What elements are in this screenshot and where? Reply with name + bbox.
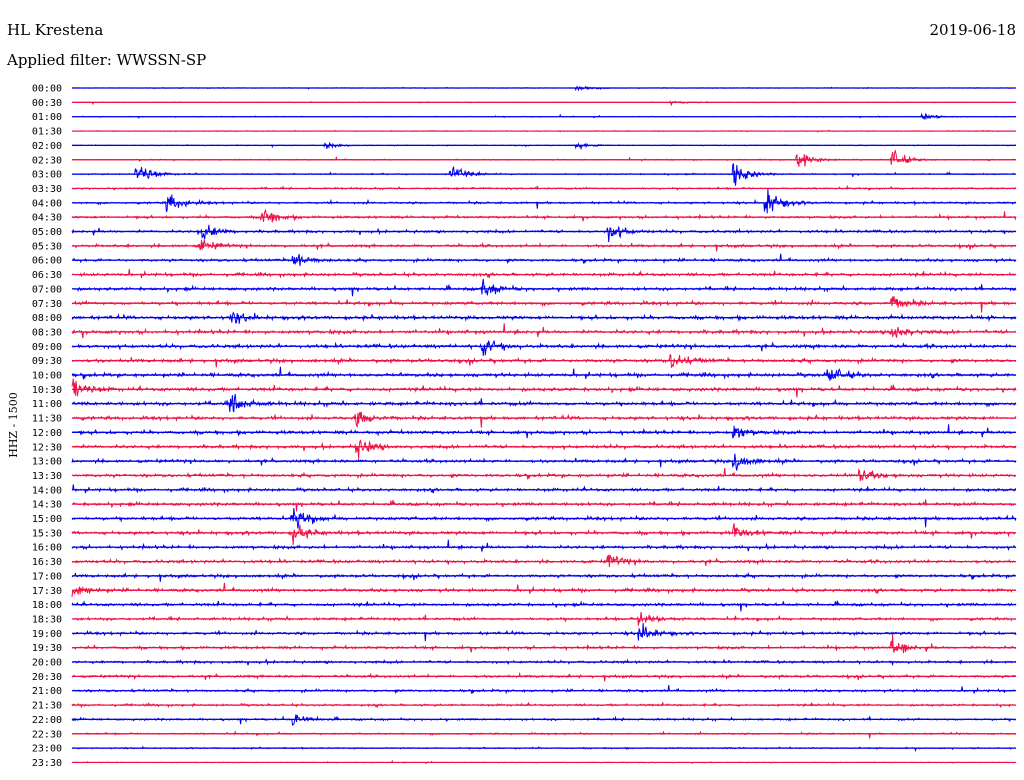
- trace-row: [71, 149, 1017, 167]
- time-tick-label: 20:00: [32, 658, 62, 669]
- time-tick-label: 05:00: [32, 227, 62, 238]
- time-tick-label: 06:30: [32, 270, 62, 281]
- time-tick-label: 22:00: [32, 715, 62, 726]
- time-tick-label: 02:30: [32, 155, 62, 166]
- trace-row: [71, 366, 1017, 381]
- trace-row: [71, 208, 1017, 223]
- time-tick-label: 23:00: [32, 744, 62, 755]
- trace-row: [71, 539, 1017, 552]
- time-tick-label: 19:00: [32, 629, 62, 640]
- trace-row: [71, 611, 1017, 626]
- trace-row: [71, 224, 1017, 243]
- trace-row: [71, 188, 1017, 214]
- time-tick-label: 12:30: [32, 442, 62, 453]
- trace-row: [71, 394, 1017, 413]
- time-tick-label: 20:30: [32, 672, 62, 683]
- time-tick-label: 18:00: [32, 600, 62, 611]
- time-tick-label: 05:30: [32, 241, 62, 252]
- trace-row: [71, 378, 1017, 398]
- time-tick-label: 08:00: [32, 313, 62, 324]
- time-tick-label: 15:30: [32, 528, 62, 539]
- trace-row: [71, 671, 1017, 682]
- seismic-traces: [71, 85, 1017, 765]
- filter-label: Applied filter: WWSSN-SP: [6, 51, 206, 69]
- trace-row: [71, 411, 1017, 429]
- time-tick-label: 11:30: [32, 414, 62, 425]
- time-tick-label: 21:00: [32, 686, 62, 697]
- trace-row: [71, 468, 1017, 482]
- trace-row: [71, 523, 1017, 545]
- trace-row: [71, 499, 1017, 512]
- time-tick-label: 14:30: [32, 500, 62, 511]
- trace-row: [71, 684, 1017, 695]
- time-tick-label: 04:00: [32, 198, 62, 209]
- trace-row: [71, 340, 1017, 356]
- time-tick-label: 23:30: [32, 758, 62, 769]
- trace-row: [71, 269, 1017, 279]
- time-tick-label: 04:30: [32, 213, 62, 224]
- time-tick-label: 01:30: [32, 127, 62, 138]
- time-tick-label: 16:00: [32, 543, 62, 554]
- time-tick-label: 09:00: [32, 342, 62, 353]
- time-tick-label: 03:00: [32, 170, 62, 181]
- time-tick-label: 10:00: [32, 371, 62, 382]
- trace-row: [71, 424, 1017, 439]
- time-tick-label: 21:30: [32, 701, 62, 712]
- time-tick-label: 15:00: [32, 514, 62, 525]
- time-tick-label: 07:30: [32, 299, 62, 310]
- time-tick-label: 00:30: [32, 98, 62, 109]
- time-tick-label: 11:00: [32, 399, 62, 410]
- trace-row: [71, 484, 1017, 494]
- trace-row: [71, 278, 1017, 297]
- time-tick-label: 16:30: [32, 557, 62, 568]
- date-label: 2019-06-18: [930, 21, 1016, 39]
- time-tick-label: 03:30: [32, 184, 62, 195]
- station-title: HL Krestena: [7, 21, 103, 39]
- trace-row: [71, 453, 1017, 471]
- trace-row: [71, 296, 1016, 313]
- time-tick-label: 02:00: [32, 141, 62, 152]
- time-tick-label: 18:30: [32, 614, 62, 625]
- trace-row: [71, 323, 1017, 339]
- time-tick-label: 07:00: [32, 284, 62, 295]
- trace-row: [71, 571, 1016, 582]
- trace-row: [71, 622, 1017, 642]
- time-tick-label: 13:30: [32, 471, 62, 482]
- time-tick-label: 10:30: [32, 385, 62, 396]
- time-tick-label: 12:00: [32, 428, 62, 439]
- time-tick-label: 17:30: [32, 586, 62, 597]
- time-tick-label: 22:30: [32, 729, 62, 740]
- trace-row: [71, 730, 1017, 739]
- time-tick-label: 13:00: [32, 457, 62, 468]
- trace-row: [71, 439, 1017, 459]
- trace-row: [71, 163, 1017, 186]
- time-tick-labels: 00:00 00:30 01:00 01:30 02:00 02:30 03:00 03:30…: [32, 84, 62, 769]
- trace-row: [71, 634, 1017, 654]
- channel-label: HHZ - 1500: [7, 392, 20, 458]
- trace-row: [71, 554, 1017, 568]
- time-tick-label: 01:00: [32, 112, 62, 123]
- time-tick-label: 08:30: [32, 327, 62, 338]
- time-tick-label: 00:00: [32, 84, 62, 95]
- time-tick-label: 06:00: [32, 256, 62, 267]
- time-tick-label: 14:00: [32, 485, 62, 496]
- trace-row: [71, 600, 1017, 612]
- time-tick-label: 09:30: [32, 356, 62, 367]
- time-tick-label: 19:30: [32, 643, 62, 654]
- time-tick-label: 17:00: [32, 571, 62, 582]
